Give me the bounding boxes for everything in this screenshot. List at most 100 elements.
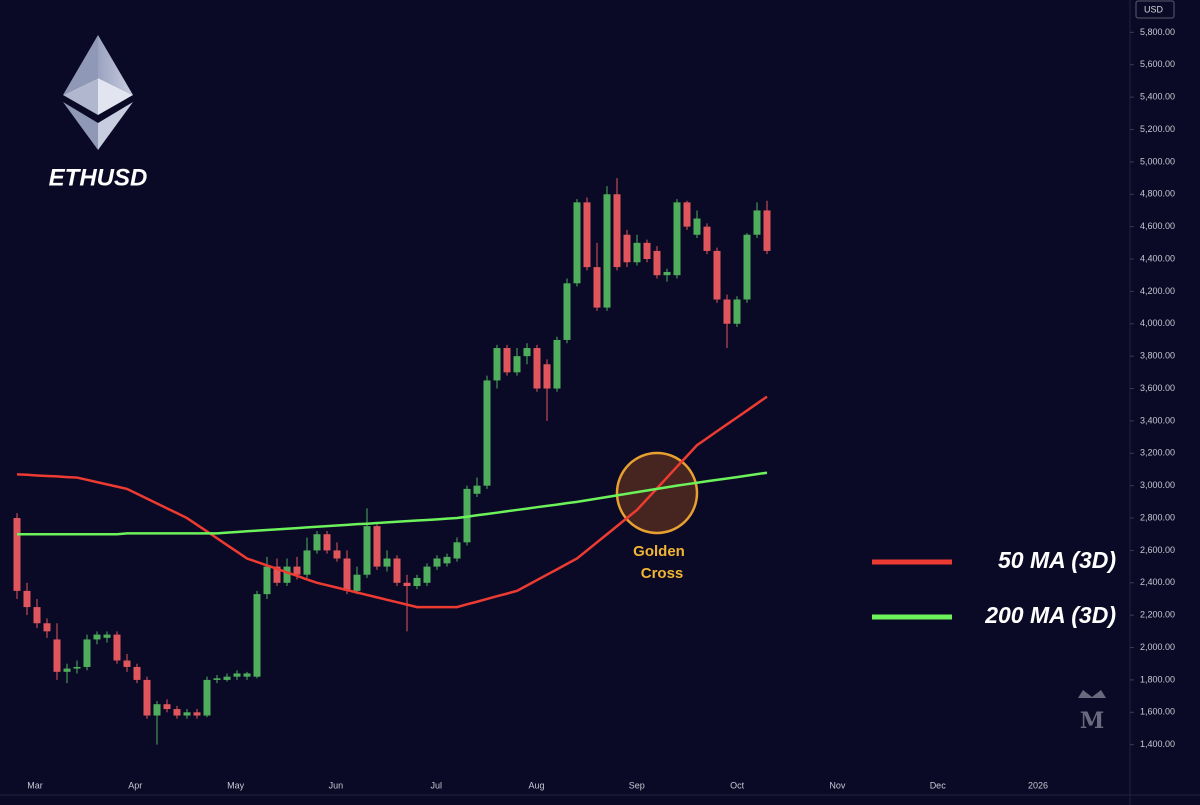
candle-body bbox=[193, 712, 201, 716]
candle-body bbox=[593, 267, 601, 308]
candle-body bbox=[123, 660, 131, 667]
y-tick-label: 3,200.00 bbox=[1140, 448, 1175, 458]
candle-body bbox=[523, 348, 531, 357]
candle-body bbox=[413, 577, 421, 587]
candle-body bbox=[223, 676, 231, 680]
y-tick-label: 4,000.00 bbox=[1140, 318, 1175, 328]
candle-body bbox=[383, 558, 391, 567]
candle-body bbox=[423, 566, 431, 583]
candle-body bbox=[343, 558, 351, 591]
y-tick-label: 1,600.00 bbox=[1140, 707, 1175, 717]
currency-box bbox=[1135, 0, 1175, 19]
candle-body bbox=[103, 634, 111, 638]
y-tick-label: 2,600.00 bbox=[1140, 545, 1175, 555]
candle-body bbox=[733, 299, 741, 324]
candle-body bbox=[453, 542, 461, 559]
candle-body bbox=[693, 218, 701, 235]
candle-body bbox=[13, 518, 21, 591]
candle-body bbox=[603, 194, 611, 308]
candle-body bbox=[213, 678, 221, 680]
candle-body bbox=[293, 566, 301, 575]
candle-body bbox=[253, 594, 261, 677]
x-tick-label: Jul bbox=[430, 780, 442, 790]
candle-body bbox=[143, 679, 151, 716]
candle-body bbox=[633, 242, 641, 263]
candle-body bbox=[403, 582, 411, 587]
candle-body bbox=[493, 348, 501, 381]
y-tick-label: 5,000.00 bbox=[1140, 156, 1175, 166]
x-tick-label: Nov bbox=[829, 780, 846, 790]
y-tick-label: 4,200.00 bbox=[1140, 286, 1175, 296]
candle-body bbox=[153, 704, 161, 716]
y-tick-label: 3,600.00 bbox=[1140, 383, 1175, 393]
ma-line bbox=[17, 471, 768, 536]
y-tick-label: 1,400.00 bbox=[1140, 739, 1175, 749]
candle-body bbox=[713, 250, 721, 300]
candle-body bbox=[533, 348, 541, 389]
candle-body bbox=[623, 234, 631, 263]
y-tick-label: 2,800.00 bbox=[1140, 512, 1175, 522]
candle-body bbox=[763, 210, 771, 251]
candle-body bbox=[263, 566, 271, 595]
candle-body bbox=[183, 712, 191, 716]
candle-body bbox=[63, 668, 71, 672]
candle-body bbox=[473, 485, 481, 494]
candle-body bbox=[743, 234, 751, 300]
candle-body bbox=[653, 250, 661, 276]
candle-body bbox=[323, 534, 331, 551]
candle-body bbox=[363, 526, 371, 575]
candle-body bbox=[583, 202, 591, 268]
y-tick-label: 5,200.00 bbox=[1140, 124, 1175, 134]
candle-body bbox=[503, 348, 511, 373]
candle-body bbox=[73, 666, 81, 669]
x-tick-label: Oct bbox=[730, 780, 745, 790]
y-tick-label: 3,400.00 bbox=[1140, 415, 1175, 425]
candle-body bbox=[563, 283, 571, 340]
candle-body bbox=[753, 210, 761, 235]
candle-body bbox=[173, 709, 181, 716]
candle-body bbox=[483, 380, 491, 486]
candle-body bbox=[303, 550, 311, 575]
candle-body bbox=[643, 242, 651, 260]
candle-body bbox=[673, 202, 681, 276]
candle-body bbox=[513, 356, 521, 373]
candle-body bbox=[203, 679, 211, 716]
candle-body bbox=[393, 558, 401, 583]
candle-body bbox=[313, 534, 321, 551]
y-tick-label: 3,000.00 bbox=[1140, 480, 1175, 490]
candle-body bbox=[133, 666, 141, 680]
candle-body bbox=[43, 623, 51, 632]
candle-body bbox=[233, 673, 241, 677]
y-tick-label: 2,000.00 bbox=[1140, 642, 1175, 652]
candle-body bbox=[433, 558, 441, 567]
annotation: Cross bbox=[641, 565, 684, 582]
chart-title: ETHUSD bbox=[49, 164, 148, 191]
candle-body bbox=[613, 194, 621, 268]
plot: 1,400.00 1,600.00 1,800.00 2,000.00 2,200.00… bbox=[13, 27, 1175, 790]
x-tick-label: Mar bbox=[27, 780, 43, 790]
x-tick-label: Sep bbox=[629, 780, 645, 790]
candle-body bbox=[53, 639, 61, 672]
y-tick-label: 3,800.00 bbox=[1140, 351, 1175, 361]
candle-body bbox=[243, 673, 251, 677]
candle-body bbox=[333, 550, 341, 559]
candle-body bbox=[553, 339, 561, 389]
x-tick-label: 2026 bbox=[1028, 780, 1048, 790]
candle-body bbox=[723, 299, 731, 324]
y-tick-label: 5,600.00 bbox=[1140, 59, 1175, 69]
candle-body bbox=[273, 566, 281, 583]
candle-body bbox=[373, 526, 381, 567]
x-tick-label: Apr bbox=[128, 780, 142, 790]
y-tick-label: 5,800.00 bbox=[1140, 27, 1175, 37]
svg-text:M: M bbox=[1080, 708, 1104, 734]
candle-body bbox=[683, 202, 691, 227]
watermark: M bbox=[1078, 690, 1106, 734]
candle-body bbox=[33, 607, 41, 624]
candle-body bbox=[83, 639, 91, 667]
currency-label: USD bbox=[1144, 4, 1164, 14]
candle-body bbox=[113, 634, 121, 661]
x-tick-label: Dec bbox=[930, 780, 947, 790]
